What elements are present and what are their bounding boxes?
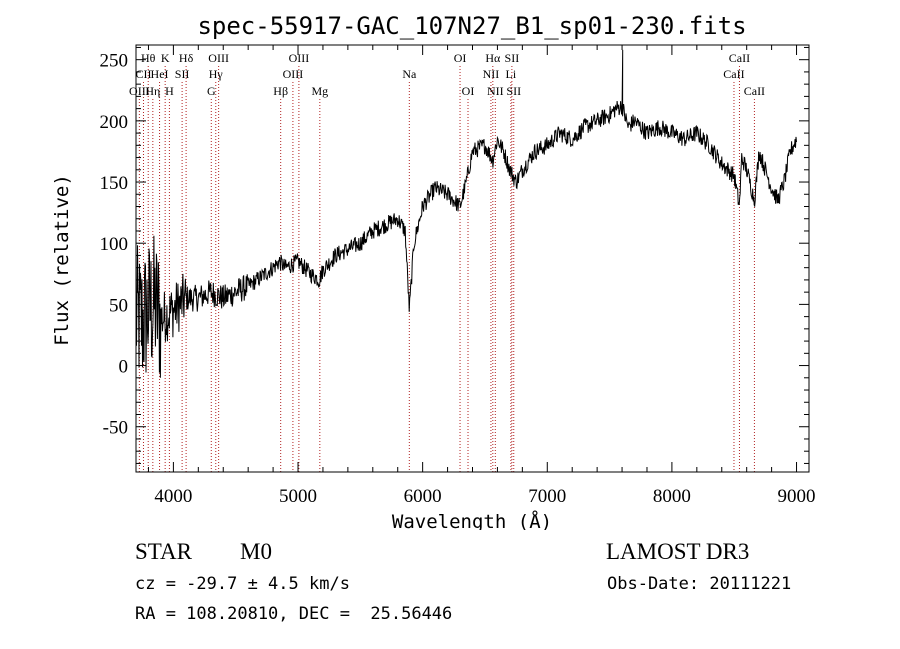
- x-tick-label: 6000: [404, 486, 442, 507]
- emission-line-label: NII: [487, 84, 504, 98]
- emission-line-label: OIII: [289, 51, 310, 65]
- emission-line-label: HeI: [151, 67, 169, 81]
- redshift-velocity: cz = -29.7 ± 4.5 km/s: [135, 574, 350, 594]
- emission-line-label: H: [165, 84, 174, 98]
- emission-line-label: OIII: [129, 84, 150, 98]
- y-tick-label: 50: [109, 295, 128, 316]
- emission-line-label: Hβ: [273, 84, 288, 98]
- x-tick-label: 7000: [528, 486, 566, 507]
- emission-line-label: SII: [505, 51, 520, 65]
- y-tick-label: 200: [100, 112, 129, 133]
- emission-line-label: G: [207, 84, 216, 98]
- emission-line-label: CaII: [744, 84, 765, 98]
- y-tick-label: 150: [100, 173, 129, 194]
- x-tick-label: 4000: [154, 486, 192, 507]
- object-class: STAR: [135, 539, 192, 564]
- x-tick-label: 8000: [653, 486, 691, 507]
- emission-line-label: Hη: [145, 84, 160, 98]
- survey-name: LAMOST DR3: [606, 539, 750, 564]
- emission-line-label: NII: [483, 67, 500, 81]
- chart-title: spec-55917-GAC_107N27_B1_sp01-230.fits: [197, 12, 746, 40]
- y-tick-label: 0: [119, 357, 129, 378]
- x-axis-ticks: 4000 5000 6000 7000 8000 9000: [147, 45, 816, 507]
- emission-line-label: OIII: [283, 67, 304, 81]
- emission-line-label: CaII: [729, 51, 750, 65]
- emission-line-label: Hα: [485, 51, 501, 65]
- emission-line-label: K: [161, 51, 170, 65]
- sky-coordinates: RA = 108.20810, DEC = 25.56446: [135, 604, 453, 624]
- spectrum-line: [135, 49, 797, 378]
- y-tick-label: 100: [100, 234, 129, 255]
- emission-line-label: CII: [135, 67, 151, 81]
- x-tick-label: 9000: [778, 486, 816, 507]
- emission-line-label: Hδ: [179, 51, 194, 65]
- emission-line-label: Na: [402, 67, 417, 81]
- observation-date: Obs-Date: 20111221: [607, 574, 792, 594]
- emission-line-label: OIII: [208, 51, 229, 65]
- y-tick-label: 250: [100, 51, 129, 72]
- y-tick-label: -50: [103, 418, 128, 439]
- emission-line-label: Hγ: [209, 67, 224, 81]
- y-axis-ticks: -50 0 50 100 150 200 250: [100, 46, 809, 464]
- emission-line-label: SII: [506, 84, 521, 98]
- emission-line-label: Li: [506, 67, 517, 81]
- y-axis-label: Flux (relative): [51, 174, 73, 346]
- emission-line-label: Mg: [311, 84, 328, 98]
- emission-line-label: CaII: [723, 67, 744, 81]
- emission-line-label: OI: [462, 84, 475, 98]
- plot-frame: [135, 44, 810, 473]
- emission-line-label: Hθ: [141, 51, 156, 65]
- emission-line-label: OI: [454, 51, 467, 65]
- emission-line-label: SII: [175, 67, 190, 81]
- x-tick-label: 5000: [279, 486, 317, 507]
- x-axis-label: Wavelength (Å): [392, 510, 552, 530]
- spectrum-chart: spec-55917-GAC_107N27_B1_sp01-230.fits O…: [51, 12, 816, 530]
- object-subclass: M0: [240, 539, 272, 564]
